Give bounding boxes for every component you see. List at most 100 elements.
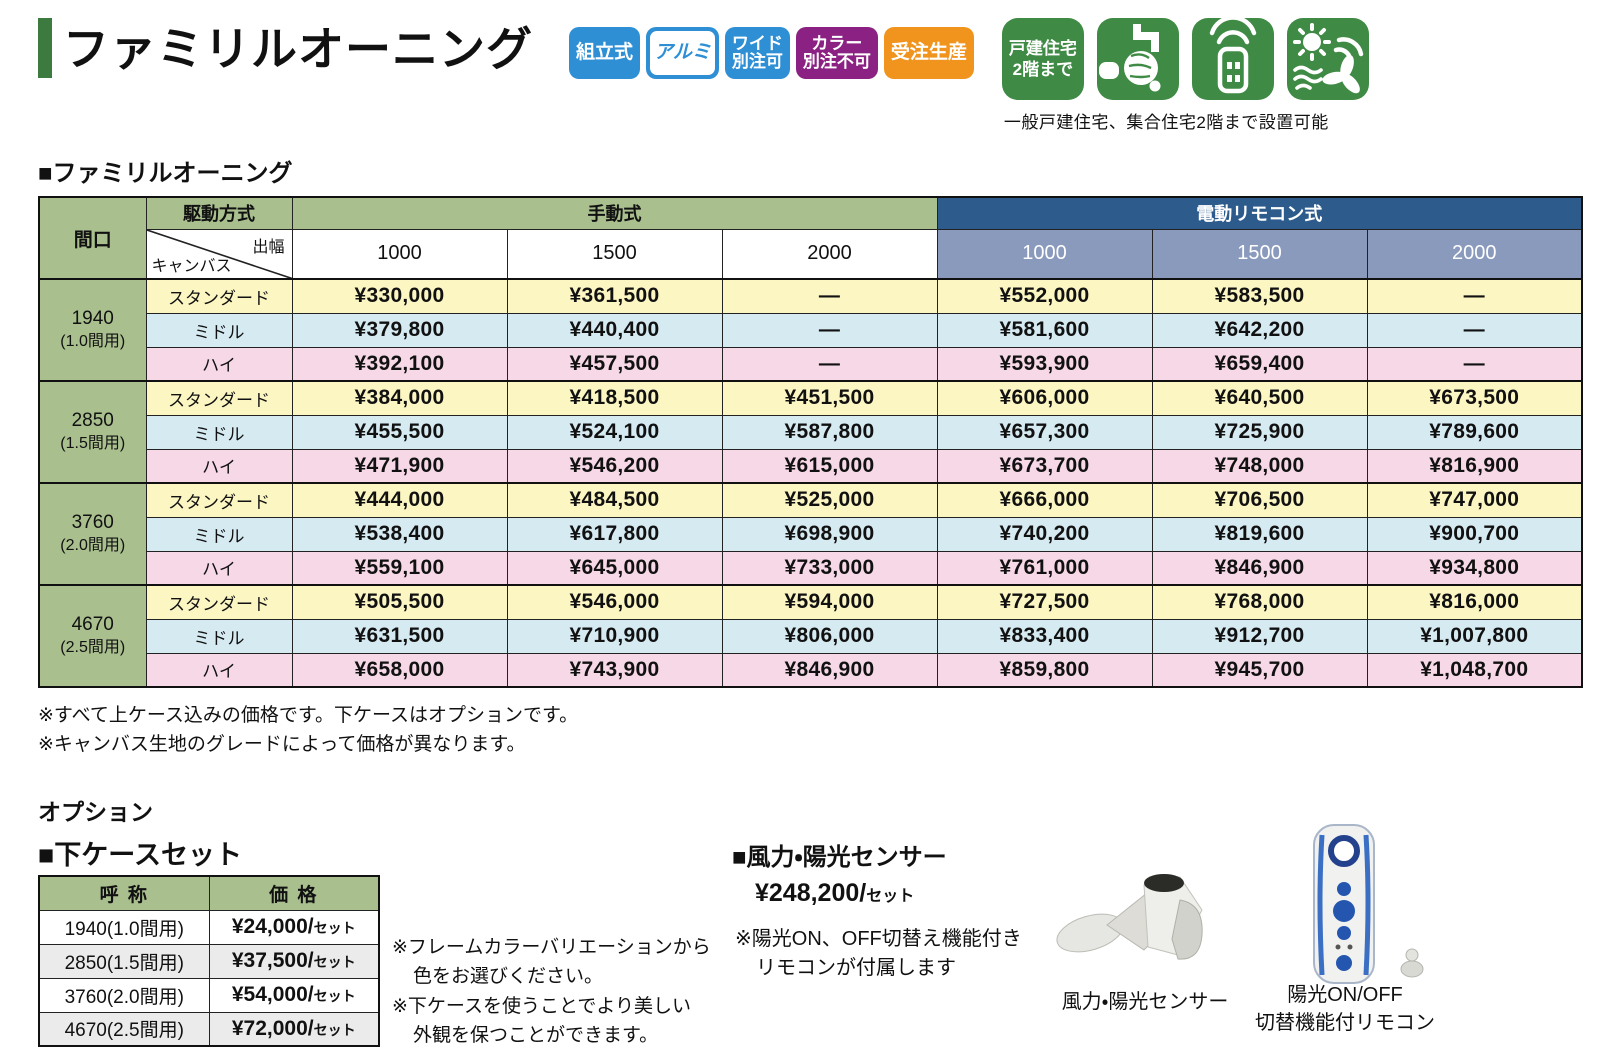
col-header-electric: 電動リモコン式	[936, 196, 1583, 230]
lower-case-price: ¥54,000/セット	[208, 977, 380, 1013]
diag-label-depth: 出幅	[252, 238, 285, 256]
price-cell: ¥581,600	[936, 312, 1153, 348]
lower-case-table-body: 1940(1.0間用) ¥24,000/セット 2850(1.5間用) ¥37,500…	[38, 909, 380, 1047]
main-table-head: 間口 駆動方式 手動式 電動リモコン式 出幅 キャンバス 1000 1500 2…	[38, 196, 1583, 280]
price-cell: ¥789,600	[1366, 414, 1583, 450]
lower-case-notes: ※フレームカラーバリエーションから 色をお選びください。 ※下ケースを使うことで…	[392, 933, 711, 1051]
note-line: リモコンが付属します	[756, 957, 956, 979]
price-cell: ¥659,400	[1151, 346, 1368, 382]
sun-wind-sensor-icon	[1286, 18, 1369, 100]
price-cell: ¥418,500	[506, 380, 723, 416]
price-cell: ¥330,000	[291, 278, 508, 314]
price-cell: ¥617,800	[506, 516, 723, 552]
lower-case-name: 3760(2.0間用)	[38, 977, 210, 1013]
price-row: 2850 (1.5間用) スタンダード ¥384,000 ¥418,500 ¥451,50…	[38, 380, 1583, 484]
page-header: ファミリルオーニング 組立式 アルミ ワイド 別注可 カラー 別注不可 受注生産…	[0, 0, 1614, 133]
span-size-cell: 1940 (1.0間用)	[38, 278, 147, 382]
lower-case-name: 4670(2.5間用)	[38, 1011, 210, 1047]
remote-photo-caption: 陽光ON/OFF 切替機能付リモコン	[1255, 984, 1435, 1034]
price-cell: ¥645,000	[506, 550, 723, 586]
price-cell: ¥593,900	[936, 346, 1153, 382]
canvas-grade-label: ミドル	[145, 414, 293, 450]
lower-case-name: 2850(1.5間用)	[38, 943, 210, 979]
price-cell: ¥455,500	[291, 414, 508, 450]
price-cell: ¥833,400	[936, 618, 1153, 654]
note-line: 色をお選びください。	[413, 966, 604, 988]
price-cell: ¥525,000	[721, 482, 938, 518]
diagonal-line	[147, 230, 292, 279]
canvas-grade-label: ミドル	[145, 516, 293, 552]
lower-case-title: ■下ケースセット	[38, 840, 242, 870]
badge-wide-custom-ok: ワイド 別注可	[724, 27, 790, 79]
title-accent-bar	[38, 18, 52, 78]
price-cell: ¥1,007,800	[1366, 618, 1583, 654]
price-cell: ¥583,500	[1151, 278, 1368, 314]
price-cell: ¥761,000	[936, 550, 1153, 586]
price-cell: ¥768,000	[1151, 584, 1368, 620]
lower-case-row: 4670(2.5間用) ¥72,000/セット	[38, 1011, 380, 1047]
col-header-electric-1000: 1000	[936, 228, 1153, 280]
badge-made-to-order: 受注生産	[883, 27, 974, 79]
col-header-drive-method: 駆動方式	[145, 196, 293, 230]
canvas-grade-label: スタンダード	[145, 278, 293, 314]
col-header-manual: 手動式	[291, 196, 938, 230]
lower-case-row: 1940(1.0間用) ¥24,000/セット	[38, 909, 380, 945]
price-cell: ¥846,900	[1151, 550, 1368, 586]
price-cell: ¥559,100	[291, 550, 508, 586]
lower-case-table: 呼 称 価 格 1940(1.0間用) ¥24,000/セット 2850(1.5間用…	[38, 875, 380, 1047]
price-cell: ¥743,900	[506, 652, 723, 688]
price-cell: ¥606,000	[936, 380, 1153, 416]
col-header-electric-2000: 2000	[1366, 228, 1583, 280]
badge-assembly-type: 組立式	[569, 27, 641, 79]
price-cell: ¥733,000	[721, 550, 938, 586]
price-row: ハイ ¥658,000 ¥743,900 ¥846,900 ¥859,800 ¥945,7…	[39, 652, 1583, 688]
price-cell: ¥819,600	[1151, 516, 1368, 552]
hand-crank-icon	[1096, 18, 1179, 100]
price-cell: ¥642,200	[1151, 312, 1368, 348]
price-cell: ¥725,900	[1151, 414, 1368, 450]
page-title: ファミリルオーニング	[63, 23, 533, 75]
price-row: ミドル ¥538,400 ¥617,800 ¥698,900 ¥740,200 ¥819,…	[39, 516, 1583, 552]
note-line: 外観を保つことができます。	[413, 1025, 659, 1047]
detached-house-2f-icon: 戸建住宅 2階まで	[1001, 18, 1084, 100]
price-cell: —	[721, 312, 938, 348]
price-cell: —	[721, 278, 938, 314]
price-cell: ¥444,000	[291, 482, 508, 518]
price-row: ミドル ¥379,800 ¥440,400— ¥581,600 ¥642,200—	[39, 312, 1583, 348]
price-cell: ¥546,200	[506, 448, 723, 484]
price-cell: ¥392,100	[291, 346, 508, 382]
price-cell: ¥451,500	[721, 380, 938, 416]
col-header-manual-2000: 2000	[721, 228, 938, 280]
price-row: 3760 (2.0間用) スタンダード ¥444,000 ¥484,500 ¥525,00…	[38, 482, 1583, 586]
price-cell: ¥538,400	[291, 516, 508, 552]
lower-col-header-name: 呼 称	[38, 875, 210, 911]
canvas-grade-label: ミドル	[145, 312, 293, 348]
note-line: ※フレームカラーバリエーションから	[392, 937, 711, 958]
col-header-manual-1500: 1500	[506, 228, 723, 280]
canvas-grade-label: スタンダード	[145, 380, 293, 416]
price-cell: ¥471,900	[291, 448, 508, 484]
price-cell: ¥673,700	[936, 448, 1153, 484]
price-cell: —	[1366, 278, 1583, 314]
price-cell: ¥594,000	[721, 584, 938, 620]
diagonal-header-cell: 出幅 キャンバス	[145, 228, 293, 280]
price-cell: ¥816,900	[1366, 448, 1583, 484]
feature-icons-block: 戸建住宅 2階まで	[1001, 18, 1369, 133]
price-cell: ¥698,900	[721, 516, 938, 552]
price-cell: ¥658,000	[291, 652, 508, 688]
price-cell: ¥546,000	[506, 584, 723, 620]
price-row: ハイ ¥559,100 ¥645,000 ¥733,000 ¥761,000 ¥846,9…	[39, 550, 1583, 586]
canvas-grade-label: ミドル	[145, 618, 293, 654]
price-cell: ¥846,900	[721, 652, 938, 688]
sensor-photo-caption: 風力・陽光センサー	[1061, 991, 1229, 1013]
note-line: ※すべて上ケース込みの価格です。下ケースはオプションです。	[38, 705, 579, 726]
span-size-cell: 3760 (2.0間用)	[38, 482, 147, 586]
lower-case-name: 1940(1.0間用)	[38, 909, 210, 945]
wind-sun-sensor-photo	[1052, 855, 1237, 982]
onoff-remote-photo	[1292, 821, 1442, 994]
col-header-electric-1500: 1500	[1151, 228, 1368, 280]
main-table-title: ■ファミリルオーニング	[38, 160, 293, 187]
price-cell: ¥673,500	[1366, 380, 1583, 416]
price-cell: ¥631,500	[291, 618, 508, 654]
sensor-title: ■風力・陽光センサー	[732, 844, 947, 871]
